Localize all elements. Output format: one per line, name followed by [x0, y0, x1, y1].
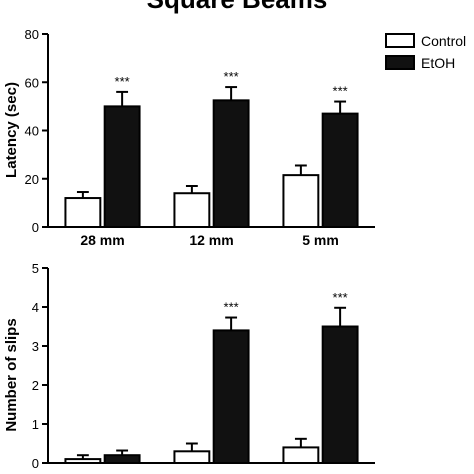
- bottom-chart-panel: 0 1 2 3 4 5 *** ***: [32, 261, 375, 471]
- chart0-bar-1-1: [212, 99, 250, 228]
- chart0-significance-label-2: ***: [333, 84, 348, 99]
- chart0-y-tick-label-2: 40: [25, 124, 39, 139]
- chart1-y-tick-label-5: 5: [32, 261, 39, 276]
- chart0-y-tick-label-3: 60: [25, 75, 39, 90]
- bottom-y-axis-label: Number of slips: [3, 318, 20, 431]
- chart0-bar-0-0: [64, 197, 102, 229]
- chart1-bar-0-2: [282, 446, 320, 464]
- chart0-y-tick-label-1: 20: [25, 172, 39, 187]
- chart1-y-tick-label-1: 1: [32, 417, 39, 432]
- chart1-bar-1-1: [212, 329, 250, 464]
- chart1-y-tick-label-2: 2: [32, 378, 39, 393]
- legend-label-control: Control: [421, 33, 466, 49]
- chart1-bar-1-0: [103, 454, 141, 465]
- chart1-significance-label-2: ***: [333, 290, 348, 305]
- top-chart-panel: 0 20 40 60 80 28 mm *** 12 mm *** 5 mm ***: [25, 27, 375, 248]
- chart1-bar-1-2: [321, 325, 359, 464]
- chart0-category-label-2: 5 mm: [302, 232, 339, 248]
- legend-swatch-control: [385, 33, 415, 48]
- chart-title: Square Beams: [147, 0, 328, 14]
- chart0-bar-0-1: [173, 192, 211, 229]
- chart0-y-tick-label-4: 80: [25, 27, 39, 42]
- chart0-category-label-0: 28 mm: [80, 232, 124, 248]
- legend: Control EtOH: [385, 33, 466, 71]
- chart1-significance-label-1: ***: [224, 300, 239, 315]
- chart0-bar-1-2: [321, 112, 359, 228]
- chart1-bar-0-1: [173, 450, 211, 464]
- legend-swatch-etoh: [385, 55, 415, 70]
- chart0-significance-label-1: ***: [224, 69, 239, 84]
- chart1-y-tick-label-0: 0: [32, 456, 39, 471]
- top-y-axis-label: Latency (sec): [3, 82, 20, 178]
- chart0-bar-0-2: [282, 174, 320, 229]
- chart0-bar-1-0: [103, 105, 141, 228]
- chart0-y-tick-label-0: 0: [32, 220, 39, 235]
- chart0-significance-label-0: ***: [115, 74, 130, 89]
- chart1-bar-0-0: [64, 458, 102, 465]
- legend-label-etoh: EtOH: [421, 55, 455, 71]
- chart1-y-tick-label-4: 4: [32, 300, 39, 315]
- chart0-category-label-1: 12 mm: [189, 232, 233, 248]
- chart1-y-tick-label-3: 3: [32, 339, 39, 354]
